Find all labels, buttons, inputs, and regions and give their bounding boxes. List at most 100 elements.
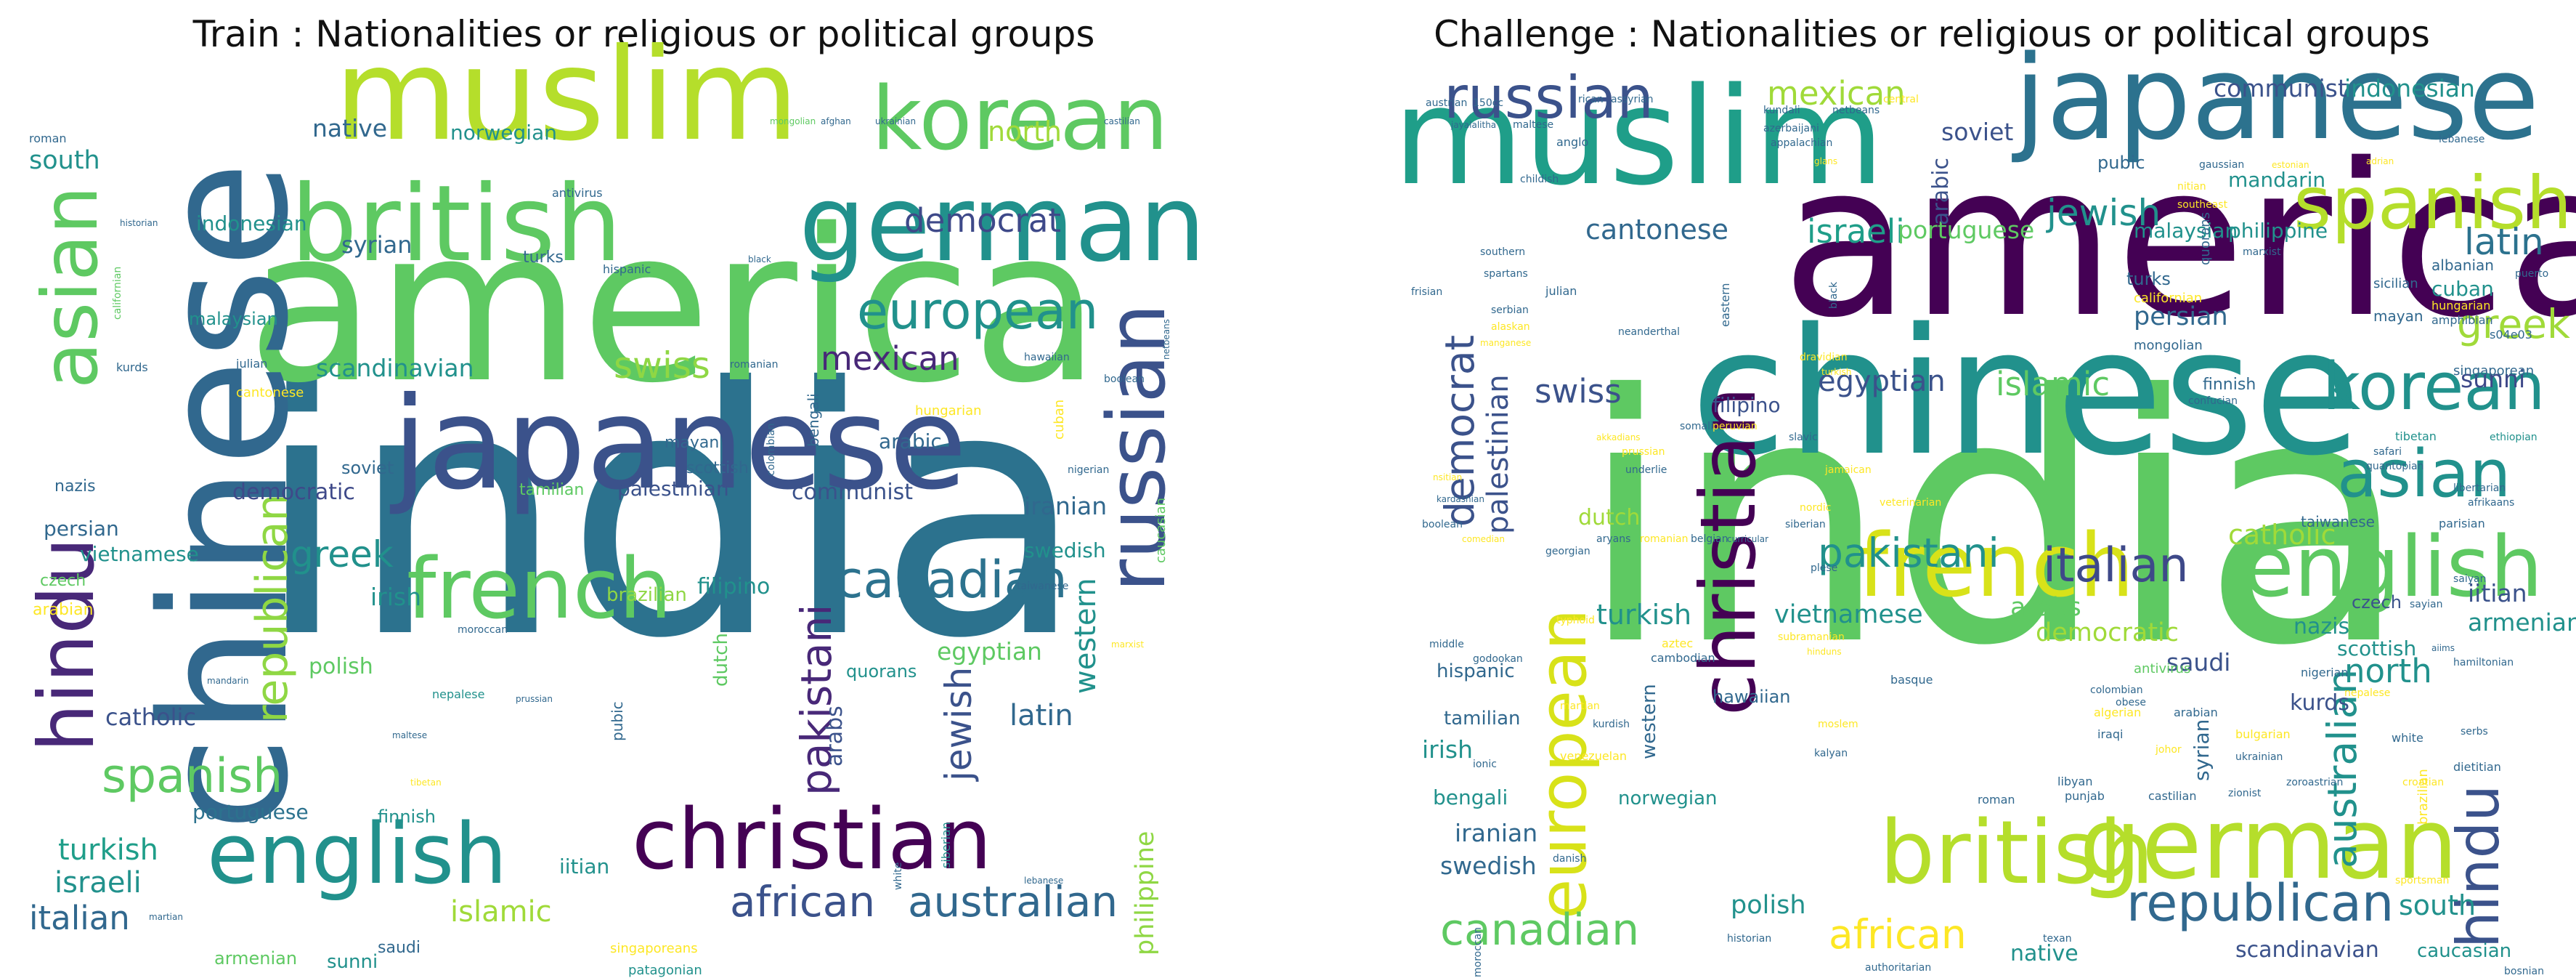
cloud-word: turkish — [1821, 367, 1852, 377]
cloud-word: spanish — [2293, 161, 2572, 246]
cloud-word: rican — [1578, 93, 1604, 105]
cloud-word: boolean — [1104, 373, 1145, 385]
cloud-word: muslim — [1393, 58, 1885, 216]
cloud-word: filipino — [1712, 393, 1781, 417]
cloud-word: scottish — [686, 458, 749, 477]
cloud-word: soviet — [1941, 118, 2014, 147]
cloud-word: assyrian — [1611, 93, 1654, 105]
cloud-word: somali — [1680, 420, 1713, 432]
cloud-word: moslem — [1818, 718, 1858, 730]
cloud-word: sunni — [327, 950, 378, 973]
cloud-word: indonesian — [196, 211, 307, 235]
cloud-word: dravidian — [1800, 351, 1848, 363]
cloud-word: serbs — [2461, 725, 2488, 737]
cloud-word: appalachian — [1771, 137, 1833, 149]
cloud-word: philippine — [1131, 831, 1160, 955]
cloud-word: filipino — [697, 573, 771, 599]
cloud-word: ukrainian — [875, 116, 917, 126]
cloud-word: prussian — [516, 694, 553, 704]
cloud-word: mandarin — [207, 676, 249, 686]
cloud-word: brazilian — [2415, 769, 2431, 825]
cloud-word: india — [1578, 322, 2410, 720]
cloud-word: turkish — [58, 833, 158, 867]
cloud-word: austrian — [1426, 97, 1468, 109]
cloud-word: finnish — [2203, 375, 2256, 394]
cloud-word: basque — [1890, 673, 1933, 687]
cloud-word: western — [1638, 684, 1660, 759]
cloud-word: croatian — [2402, 776, 2445, 788]
cloud-word: castilian — [1104, 116, 1140, 126]
cloud-word: arabs — [2010, 592, 2081, 622]
cloud-word: dutch — [1578, 504, 1641, 530]
cloud-word: irish — [370, 583, 422, 612]
cloud-word: singaporean — [2453, 363, 2535, 379]
cloud-word: historian — [120, 218, 158, 228]
cloud-word: quantopian — [2366, 460, 2424, 472]
cloud-word: boolean — [1422, 518, 1463, 530]
cloud-word: islamic — [450, 895, 552, 929]
cloud-word: scandinavian — [2235, 937, 2379, 963]
cloud-word: czech — [2352, 592, 2402, 613]
cloud-word: canadian — [835, 549, 1068, 610]
train-word-cloud: india america chinese japanese muslim british… — [15, 32, 1206, 977]
cloud-word: glans — [1814, 156, 1838, 166]
cloud-word: amphibian — [2431, 313, 2493, 327]
cloud-word: jewish — [2047, 191, 2161, 234]
cloud-word: japanese — [392, 370, 967, 518]
cloud-word: hungarian — [2431, 299, 2491, 312]
cloud-word: 150cc — [1473, 97, 1504, 109]
cloud-word: america — [247, 184, 1101, 429]
cloud-word: spanish — [102, 749, 283, 804]
cloud-word: arabic — [879, 429, 942, 453]
cloud-word: czech — [40, 571, 86, 590]
cloud-word: saiyan — [2453, 573, 2487, 585]
cloud-word: central — [1883, 93, 1919, 105]
cloud-word: european — [857, 280, 1099, 341]
cloud-word: jamaican — [1825, 464, 1872, 476]
cloud-word: asian — [26, 185, 115, 389]
cloud-word: martian — [1560, 700, 1600, 712]
cloud-word: colombian — [2090, 684, 2143, 696]
cloud-word: persian — [44, 517, 119, 541]
cloud-word: nazis — [54, 477, 96, 496]
cloud-word: comedian — [1462, 534, 1505, 544]
cloud-word: maltese — [1513, 118, 1554, 131]
cloud-word: republican — [2126, 873, 2394, 933]
cloud-word: latin — [1009, 699, 1073, 732]
cloud-word: democrat — [904, 201, 1062, 241]
cloud-word: swiss — [614, 344, 710, 387]
cloud-word: zionist — [2228, 787, 2262, 799]
cloud-word: libertarian — [2453, 482, 2506, 494]
cloud-word: jewish — [938, 666, 980, 781]
cloud-word: sicilian — [2373, 275, 2418, 291]
cloud-word: korean — [871, 69, 1169, 170]
cloud-word: hispanic — [603, 262, 651, 276]
cloud-word: soviet — [341, 458, 394, 478]
cloud-word: english — [207, 805, 508, 903]
cloud-word: canadian — [1440, 905, 1640, 955]
cloud-word: belgian — [1691, 533, 1728, 545]
cloud-word: white — [2392, 731, 2423, 745]
cloud-word: french — [407, 540, 672, 638]
cloud-word: mexican — [821, 339, 959, 379]
cloud-word: christian — [1684, 387, 1773, 716]
train-panel: Train : Nationalities or religious or po… — [0, 0, 1288, 977]
cloud-word: punjab — [2065, 789, 2105, 803]
cloud-word: nepalese — [432, 687, 485, 701]
cloud-word: japanese — [2014, 30, 2540, 166]
cloud-word: pakistani — [792, 604, 841, 796]
cloud-word: patagonian — [628, 962, 702, 978]
cloud-word: french — [1858, 516, 2134, 617]
cloud-word: palestinian — [1482, 374, 1515, 534]
cloud-word: kurdish — [1593, 718, 1630, 730]
cloud-word: zoroastrian — [2286, 776, 2344, 788]
cloud-word: republican — [247, 493, 298, 723]
cloud-word: anglo — [1556, 135, 1589, 149]
cloud-word: peruvian — [1712, 420, 1758, 432]
cloud-word: gaussian — [2199, 158, 2245, 171]
cloud-word: moroccan — [1472, 926, 1484, 977]
cloud-word: lebanese — [1024, 876, 1064, 886]
cloud-word: quorans — [2198, 211, 2213, 265]
cloud-word: roman — [1978, 793, 2015, 807]
cloud-word: polish — [1731, 890, 1806, 920]
